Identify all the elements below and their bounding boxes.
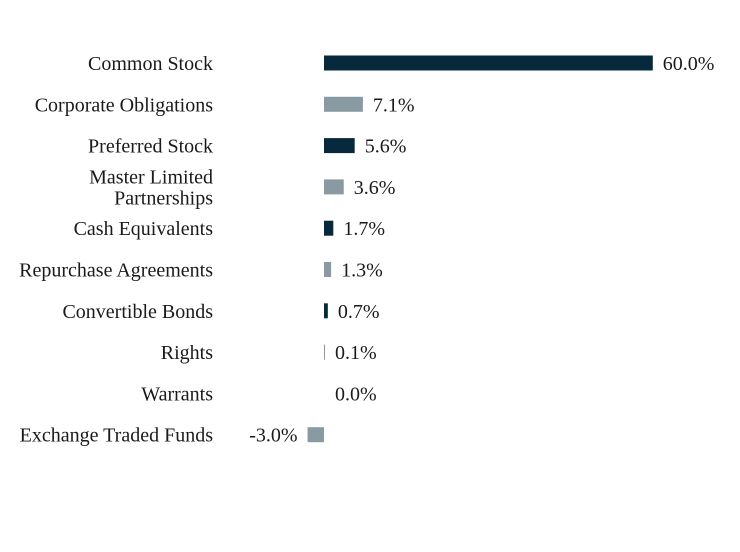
value-label-preferred-stock: 5.6% [365, 136, 407, 158]
value-label-warrants: 0.0% [335, 383, 377, 405]
category-label-cash-equivalents: Cash Equivalents [74, 218, 214, 240]
bar-corporate-obligations [324, 96, 363, 112]
value-label-cash-equivalents: 1.7% [343, 218, 385, 240]
value-label-corporate-obligations: 7.1% [373, 94, 415, 116]
bar-rights [324, 344, 325, 360]
bar-cash-equivalents [324, 220, 334, 236]
value-label-rights: 0.1% [335, 342, 377, 364]
category-label-exchange-traded-funds: Exchange Traded Funds [20, 425, 214, 447]
bar-repurchase-agreements [324, 262, 332, 277]
bar-preferred-stock [324, 138, 355, 154]
category-label-warrants: Warrants [141, 383, 213, 405]
value-label-master-limited-partnerships: 3.6% [354, 177, 396, 199]
bar-master-limited-partnerships [324, 179, 344, 195]
value-label-common-stock: 60.0% [663, 53, 715, 75]
category-label-corporate-obligations: Corporate Obligations [35, 94, 214, 116]
category-label-convertible-bonds: Convertible Bonds [62, 301, 213, 323]
bar-common-stock [324, 55, 653, 71]
category-label-preferred-stock: Preferred Stock [88, 136, 213, 158]
category-label-common-stock: Common Stock [88, 53, 213, 75]
category-label-master-limited-partnerships: Master Limited Partnerships [89, 166, 213, 209]
value-label-repurchase-agreements: 1.3% [341, 260, 383, 282]
category-label-rights: Rights [161, 342, 213, 364]
value-label-convertible-bonds: 0.7% [338, 301, 380, 323]
bar-exchange-traded-funds [307, 427, 324, 443]
value-label-exchange-traded-funds: -3.0% [249, 425, 297, 447]
bar-convertible-bonds [324, 303, 328, 319]
category-label-repurchase-agreements: Repurchase Agreements [19, 260, 213, 282]
